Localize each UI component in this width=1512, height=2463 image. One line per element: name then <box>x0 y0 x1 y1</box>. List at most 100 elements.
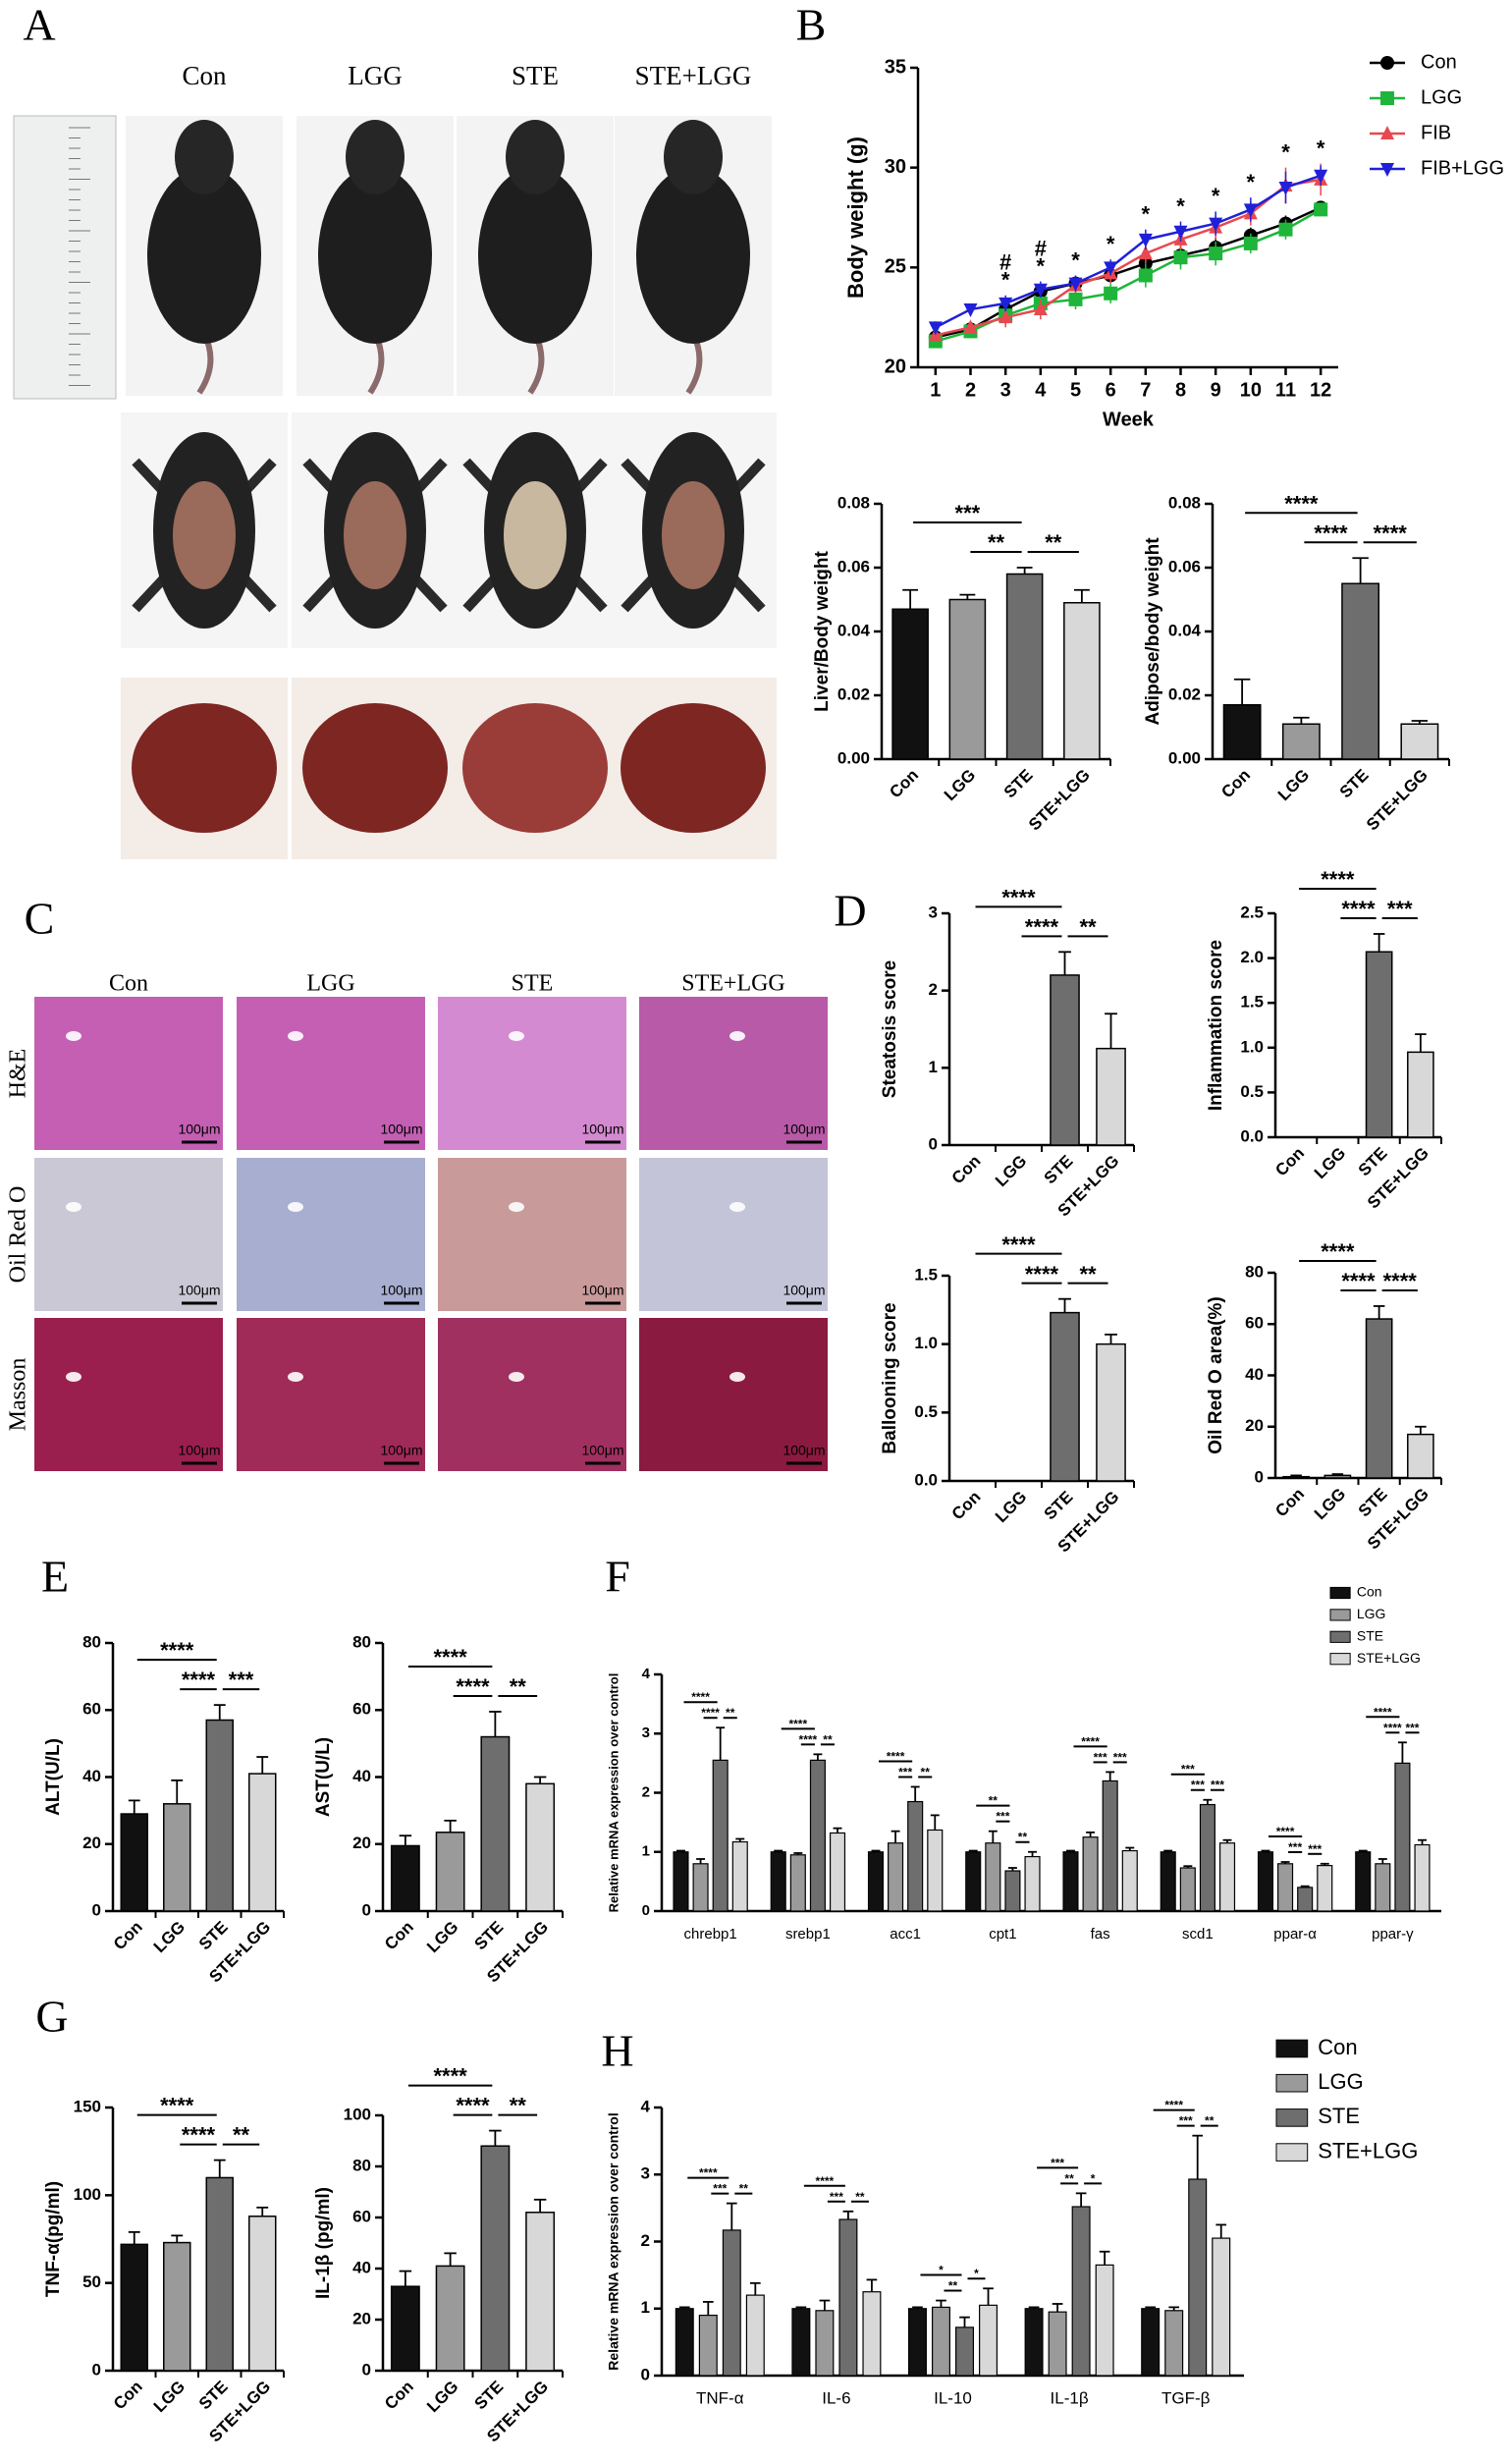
vessel <box>288 1031 303 1041</box>
y-tick-label: 150 <box>74 2097 101 2115</box>
significance-label: ** <box>1064 2171 1074 2185</box>
histology-image <box>438 1158 626 1311</box>
x-tick-label: LGG <box>423 1918 461 1956</box>
bar <box>1323 1474 1352 1479</box>
legend-label: LGG <box>1357 1606 1386 1621</box>
x-tick-label: Con <box>1271 1144 1308 1180</box>
x-tick-label: Con <box>1217 766 1254 802</box>
legend-label: FIB <box>1421 122 1451 143</box>
x-tick-label: Con <box>110 1918 146 1954</box>
x-tick-label: Con <box>948 1152 985 1188</box>
bar <box>390 1844 420 1912</box>
significance-label: **** <box>434 1645 468 1669</box>
x-tick-label: 1 <box>930 379 941 401</box>
bar <box>1188 2178 1208 2377</box>
bar <box>1218 1842 1236 1912</box>
significance-label: ** <box>1079 914 1097 939</box>
y-tick-label: 2.5 <box>1240 903 1264 921</box>
x-tick-label: srebp1 <box>785 1926 831 1943</box>
bar <box>862 2291 882 2377</box>
x-tick-label: Con <box>381 1918 417 1954</box>
legend-label: Con <box>1421 51 1457 73</box>
bar <box>770 1851 786 1912</box>
bar <box>1048 2311 1067 2377</box>
significance-label: *** <box>1051 2156 1064 2169</box>
y-tick-label: 20 <box>82 1834 101 1852</box>
bar <box>1355 1851 1372 1912</box>
significance-label: **** <box>160 2094 194 2118</box>
y-tick-label: 1 <box>642 1843 650 1860</box>
y-tick-label: 0.02 <box>1168 684 1201 703</box>
x-tick-label: STE <box>1041 1152 1077 1188</box>
y-tick-label: 1.5 <box>1240 993 1264 1012</box>
significance-label: * <box>1142 202 1151 227</box>
marker <box>1278 222 1293 237</box>
bar <box>480 1735 511 1912</box>
bar <box>907 1800 924 1912</box>
bar <box>205 2176 234 2372</box>
significance-label: **** <box>1081 1734 1100 1748</box>
y-tick-label: 80 <box>1245 1262 1264 1281</box>
bar <box>675 2308 694 2377</box>
vessel <box>66 1372 81 1382</box>
bar <box>1281 723 1321 760</box>
marker <box>963 303 978 318</box>
series-line <box>935 178 1322 337</box>
y-axis-label: ALT(U/L) <box>43 1738 64 1816</box>
panel-label: F <box>605 1552 630 1602</box>
significance-label: * <box>1247 170 1256 194</box>
bar <box>480 2145 511 2372</box>
marker <box>1033 283 1048 298</box>
y-tick-label: 20 <box>885 356 906 377</box>
x-tick-label: STE <box>195 2378 232 2414</box>
photo-group-label: LGG <box>348 61 403 90</box>
significance-label: **** <box>1341 897 1376 921</box>
bar <box>712 1759 729 1912</box>
mouse-head <box>506 120 565 194</box>
bar <box>1365 951 1393 1138</box>
vessel <box>509 1202 524 1212</box>
y-tick-label: 0.02 <box>837 684 870 703</box>
legend-label: STE+LGG <box>1357 1650 1421 1666</box>
y-tick-label: 60 <box>82 1700 101 1719</box>
panel-label: G <box>35 1992 68 2042</box>
marker <box>1209 246 1223 261</box>
vessel <box>729 1202 745 1212</box>
bar <box>1121 1849 1138 1912</box>
x-tick-label: LGG <box>1274 766 1313 804</box>
legend-swatch <box>1275 2143 1309 2162</box>
legend-label: Con <box>1318 2035 1357 2059</box>
bar <box>1407 1433 1434 1479</box>
significance-label: * <box>1071 247 1080 272</box>
marker <box>999 309 1013 324</box>
bar <box>698 2314 718 2377</box>
bar <box>867 1851 885 1912</box>
legend-label: STE <box>1357 1628 1383 1644</box>
significance-label: *** <box>1179 2114 1193 2128</box>
bar <box>1050 974 1080 1146</box>
y-tick-label: 0.00 <box>1168 748 1201 767</box>
mouse-body <box>147 167 261 344</box>
x-tick-label: LGG <box>423 2378 461 2416</box>
bar <box>1222 704 1262 760</box>
vessel <box>509 1372 524 1382</box>
significance-label: *** <box>229 1668 254 1692</box>
y-tick-label: 30 <box>885 156 906 178</box>
bar <box>120 2243 148 2372</box>
x-tick-label: Con <box>948 1488 985 1524</box>
bar <box>888 1842 904 1912</box>
bar <box>931 2306 950 2377</box>
y-tick-label: 80 <box>82 1632 101 1651</box>
histology-image <box>237 997 425 1150</box>
bar <box>1164 2310 1184 2377</box>
y-tick-label: 40 <box>82 1767 101 1785</box>
bar <box>1062 1851 1079 1912</box>
series-line <box>935 174 1322 329</box>
panel-label: B <box>796 0 827 50</box>
legend-swatch <box>1329 1630 1351 1643</box>
bar <box>435 1832 465 1912</box>
histology-group-label: Con <box>109 971 148 997</box>
marker <box>1209 217 1223 232</box>
bar <box>1212 2237 1231 2377</box>
